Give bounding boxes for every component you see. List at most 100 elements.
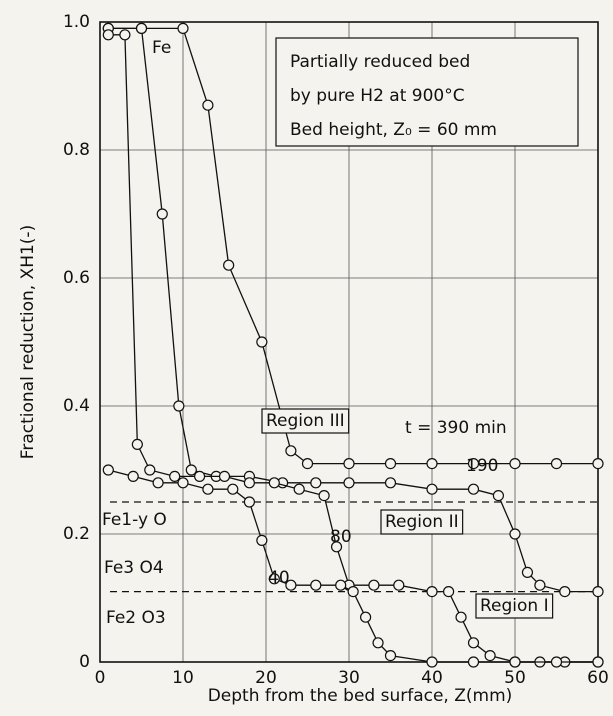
data-point [509,656,521,668]
data-point [550,656,563,668]
annotation-frame [380,509,464,535]
data-point [285,445,297,457]
plot-frame [99,21,599,663]
x-tick-label: 0 [95,668,106,688]
data-point [285,579,297,591]
data-point [467,656,480,668]
data-point [119,29,131,41]
series-line [108,469,598,663]
annotation-text: Partially reduced bed [290,52,470,72]
data-point [256,336,268,348]
data-point [521,566,534,579]
annotation-text: by pure H2 at 900°C [290,86,465,106]
data-point [310,579,322,591]
y-tick-label: 1.0 [63,12,90,32]
data-point [243,477,255,489]
data-point [384,458,397,470]
data-point [185,464,197,476]
data-point [467,458,480,470]
series-label: 190 [466,456,498,476]
y-tick-label: 0.2 [63,524,90,544]
data-point [592,585,604,598]
x-tick-label: 60 [587,668,609,688]
data-point [152,477,164,489]
data-point [227,483,239,495]
y-tick-label: 0.4 [63,396,90,416]
x-tick-label: 30 [338,668,360,688]
annotation-label: Fe1-y O [102,510,167,530]
data-point [426,585,438,598]
data-point [102,464,114,476]
data-point [443,585,455,598]
series-label: t = 390 min [405,418,507,438]
data-point [592,656,604,668]
data-point [368,579,380,591]
data-point [384,477,397,489]
data-point [293,483,305,495]
data-point [177,22,189,34]
data-point [256,534,268,547]
data-point [534,579,546,591]
series-label: 80 [330,527,352,547]
data-point [330,541,343,553]
data-point [455,611,467,623]
data-point [310,477,322,489]
annotation-label: Fe [152,38,171,58]
annotation-box [275,37,579,147]
data-point [156,208,168,220]
data-point [335,579,347,591]
x-tick-label: 40 [421,668,443,688]
data-point [426,483,438,495]
data-point [467,483,480,495]
data-point [393,579,405,591]
annotation-label: Fe3 O4 [104,558,164,578]
data-point [559,585,571,598]
data-point [492,490,504,502]
data-point [426,656,438,668]
data-point [173,400,185,412]
x-tick-label: 10 [172,668,194,688]
annotation-frame [475,593,554,619]
annotation-label: Region I [480,596,549,616]
data-point [509,458,521,470]
series-label: 40 [268,568,290,588]
data-point [268,573,280,585]
data-point [135,22,148,34]
data-point [127,470,139,482]
x-tick-label: 20 [255,668,277,688]
data-point [467,637,480,649]
data-point [177,477,189,489]
data-point [347,585,359,598]
data-point [194,470,206,482]
data-point [301,458,314,470]
annotation-label: Region II [385,512,459,532]
data-point [343,458,355,470]
data-point [592,458,604,470]
annotation-text: Bed height, Z₀ = 60 mm [290,120,497,140]
data-point [169,470,181,482]
annotation-label: Fe2 O3 [106,608,166,628]
data-point [144,464,156,476]
data-point [343,477,355,489]
data-point [484,649,496,662]
data-point [131,438,143,450]
data-point [509,528,521,540]
data-point [360,611,372,623]
data-point [202,99,214,111]
data-point [223,259,235,271]
data-point [102,29,114,41]
data-point [318,490,330,502]
annotation-frame [261,408,350,434]
y-tick-label: 0.8 [63,140,90,160]
data-point [268,477,280,489]
data-point [372,637,384,649]
data-point [550,458,563,470]
annotation-label: Region III [266,411,345,431]
y-tick-label: 0 [79,652,90,672]
x-axis-label: Depth from the bed surface, Z(mm) [208,686,513,706]
data-point [243,496,255,508]
x-tick-label: 50 [504,668,526,688]
data-point [202,483,214,495]
y-tick-label: 0.6 [63,268,90,288]
